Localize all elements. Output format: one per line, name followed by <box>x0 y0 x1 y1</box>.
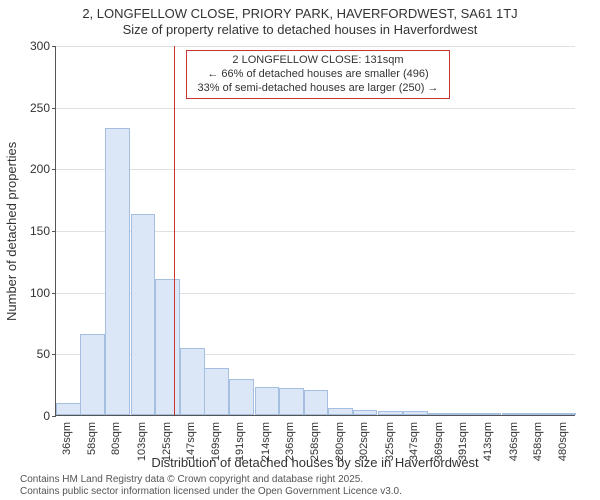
x-tick-label: 258sqm <box>309 422 321 461</box>
x-tick-label: 369sqm <box>433 422 445 461</box>
x-tick-label: 325sqm <box>384 422 396 461</box>
y-tick-label: 250 <box>10 101 50 115</box>
histogram-bar <box>180 348 205 415</box>
x-tick-label: 103sqm <box>136 422 148 461</box>
x-tick-label: 147sqm <box>185 422 197 461</box>
histogram-bar <box>131 214 156 415</box>
x-tick-label: 169sqm <box>210 422 222 461</box>
x-tick-label: 280sqm <box>334 422 346 461</box>
gridline <box>56 169 575 170</box>
histogram-bar <box>80 334 105 415</box>
y-tick-label: 200 <box>10 162 50 176</box>
x-tick-label: 391sqm <box>457 422 469 461</box>
histogram-bar <box>328 408 353 415</box>
y-tick-mark <box>52 108 56 109</box>
x-tick-label: 480sqm <box>557 422 569 461</box>
histogram-bar <box>56 403 81 415</box>
histogram-bar <box>304 390 329 415</box>
histogram-bar <box>353 410 378 415</box>
y-tick-label: 0 <box>10 409 50 423</box>
histogram-bar <box>378 411 403 415</box>
plot-area: 2 LONGFELLOW CLOSE: 131sqm← 66% of detac… <box>55 46 575 416</box>
histogram-bar <box>477 413 502 415</box>
y-tick-label: 50 <box>10 347 50 361</box>
y-tick-label: 300 <box>10 39 50 53</box>
y-tick-mark <box>52 416 56 417</box>
annotation-box: 2 LONGFELLOW CLOSE: 131sqm← 66% of detac… <box>186 50 450 99</box>
histogram-bar <box>279 388 304 415</box>
histogram-bar <box>527 413 552 415</box>
attribution-footer: Contains HM Land Registry data © Crown c… <box>20 474 402 498</box>
y-tick-mark <box>52 231 56 232</box>
y-tick-mark <box>52 46 56 47</box>
gridline <box>56 108 575 109</box>
annotation-line: 2 LONGFELLOW CLOSE: 131sqm <box>193 54 443 68</box>
histogram-bar <box>427 413 452 415</box>
y-tick-mark <box>52 354 56 355</box>
histogram-bar <box>502 413 527 415</box>
y-tick-label: 100 <box>10 286 50 300</box>
chart-title-line2: Size of property relative to detached ho… <box>0 22 600 37</box>
histogram-bar <box>229 379 254 415</box>
x-tick-label: 214sqm <box>260 422 272 461</box>
histogram-chart: 2, LONGFELLOW CLOSE, PRIORY PARK, HAVERF… <box>0 0 600 500</box>
x-tick-label: 458sqm <box>532 422 544 461</box>
histogram-bar <box>403 411 428 415</box>
x-tick-label: 80sqm <box>110 422 122 455</box>
y-tick-mark <box>52 293 56 294</box>
x-tick-label: 36sqm <box>61 422 73 455</box>
x-tick-label: 302sqm <box>358 422 370 461</box>
y-tick-label: 150 <box>10 224 50 238</box>
x-tick-label: 436sqm <box>508 422 520 461</box>
histogram-bar <box>105 128 130 415</box>
annotation-line: ← 66% of detached houses are smaller (49… <box>193 68 443 82</box>
histogram-bar <box>551 413 576 415</box>
histogram-bar <box>452 413 477 415</box>
histogram-bar <box>255 387 280 415</box>
x-tick-label: 191sqm <box>234 422 246 461</box>
x-tick-label: 125sqm <box>161 422 173 461</box>
histogram-bar <box>204 368 229 415</box>
chart-title-line1: 2, LONGFELLOW CLOSE, PRIORY PARK, HAVERF… <box>0 6 600 21</box>
footer-line1: Contains HM Land Registry data © Crown c… <box>20 474 402 486</box>
footer-line2: Contains public sector information licen… <box>20 486 402 498</box>
x-tick-label: 413sqm <box>482 422 494 461</box>
histogram-bar <box>155 279 180 415</box>
gridline <box>56 46 575 47</box>
y-tick-mark <box>52 169 56 170</box>
reference-line <box>174 46 175 415</box>
x-tick-label: 236sqm <box>284 422 296 461</box>
x-tick-label: 347sqm <box>408 422 420 461</box>
x-tick-label: 58sqm <box>86 422 98 455</box>
annotation-line: 33% of semi-detached houses are larger (… <box>193 82 443 96</box>
